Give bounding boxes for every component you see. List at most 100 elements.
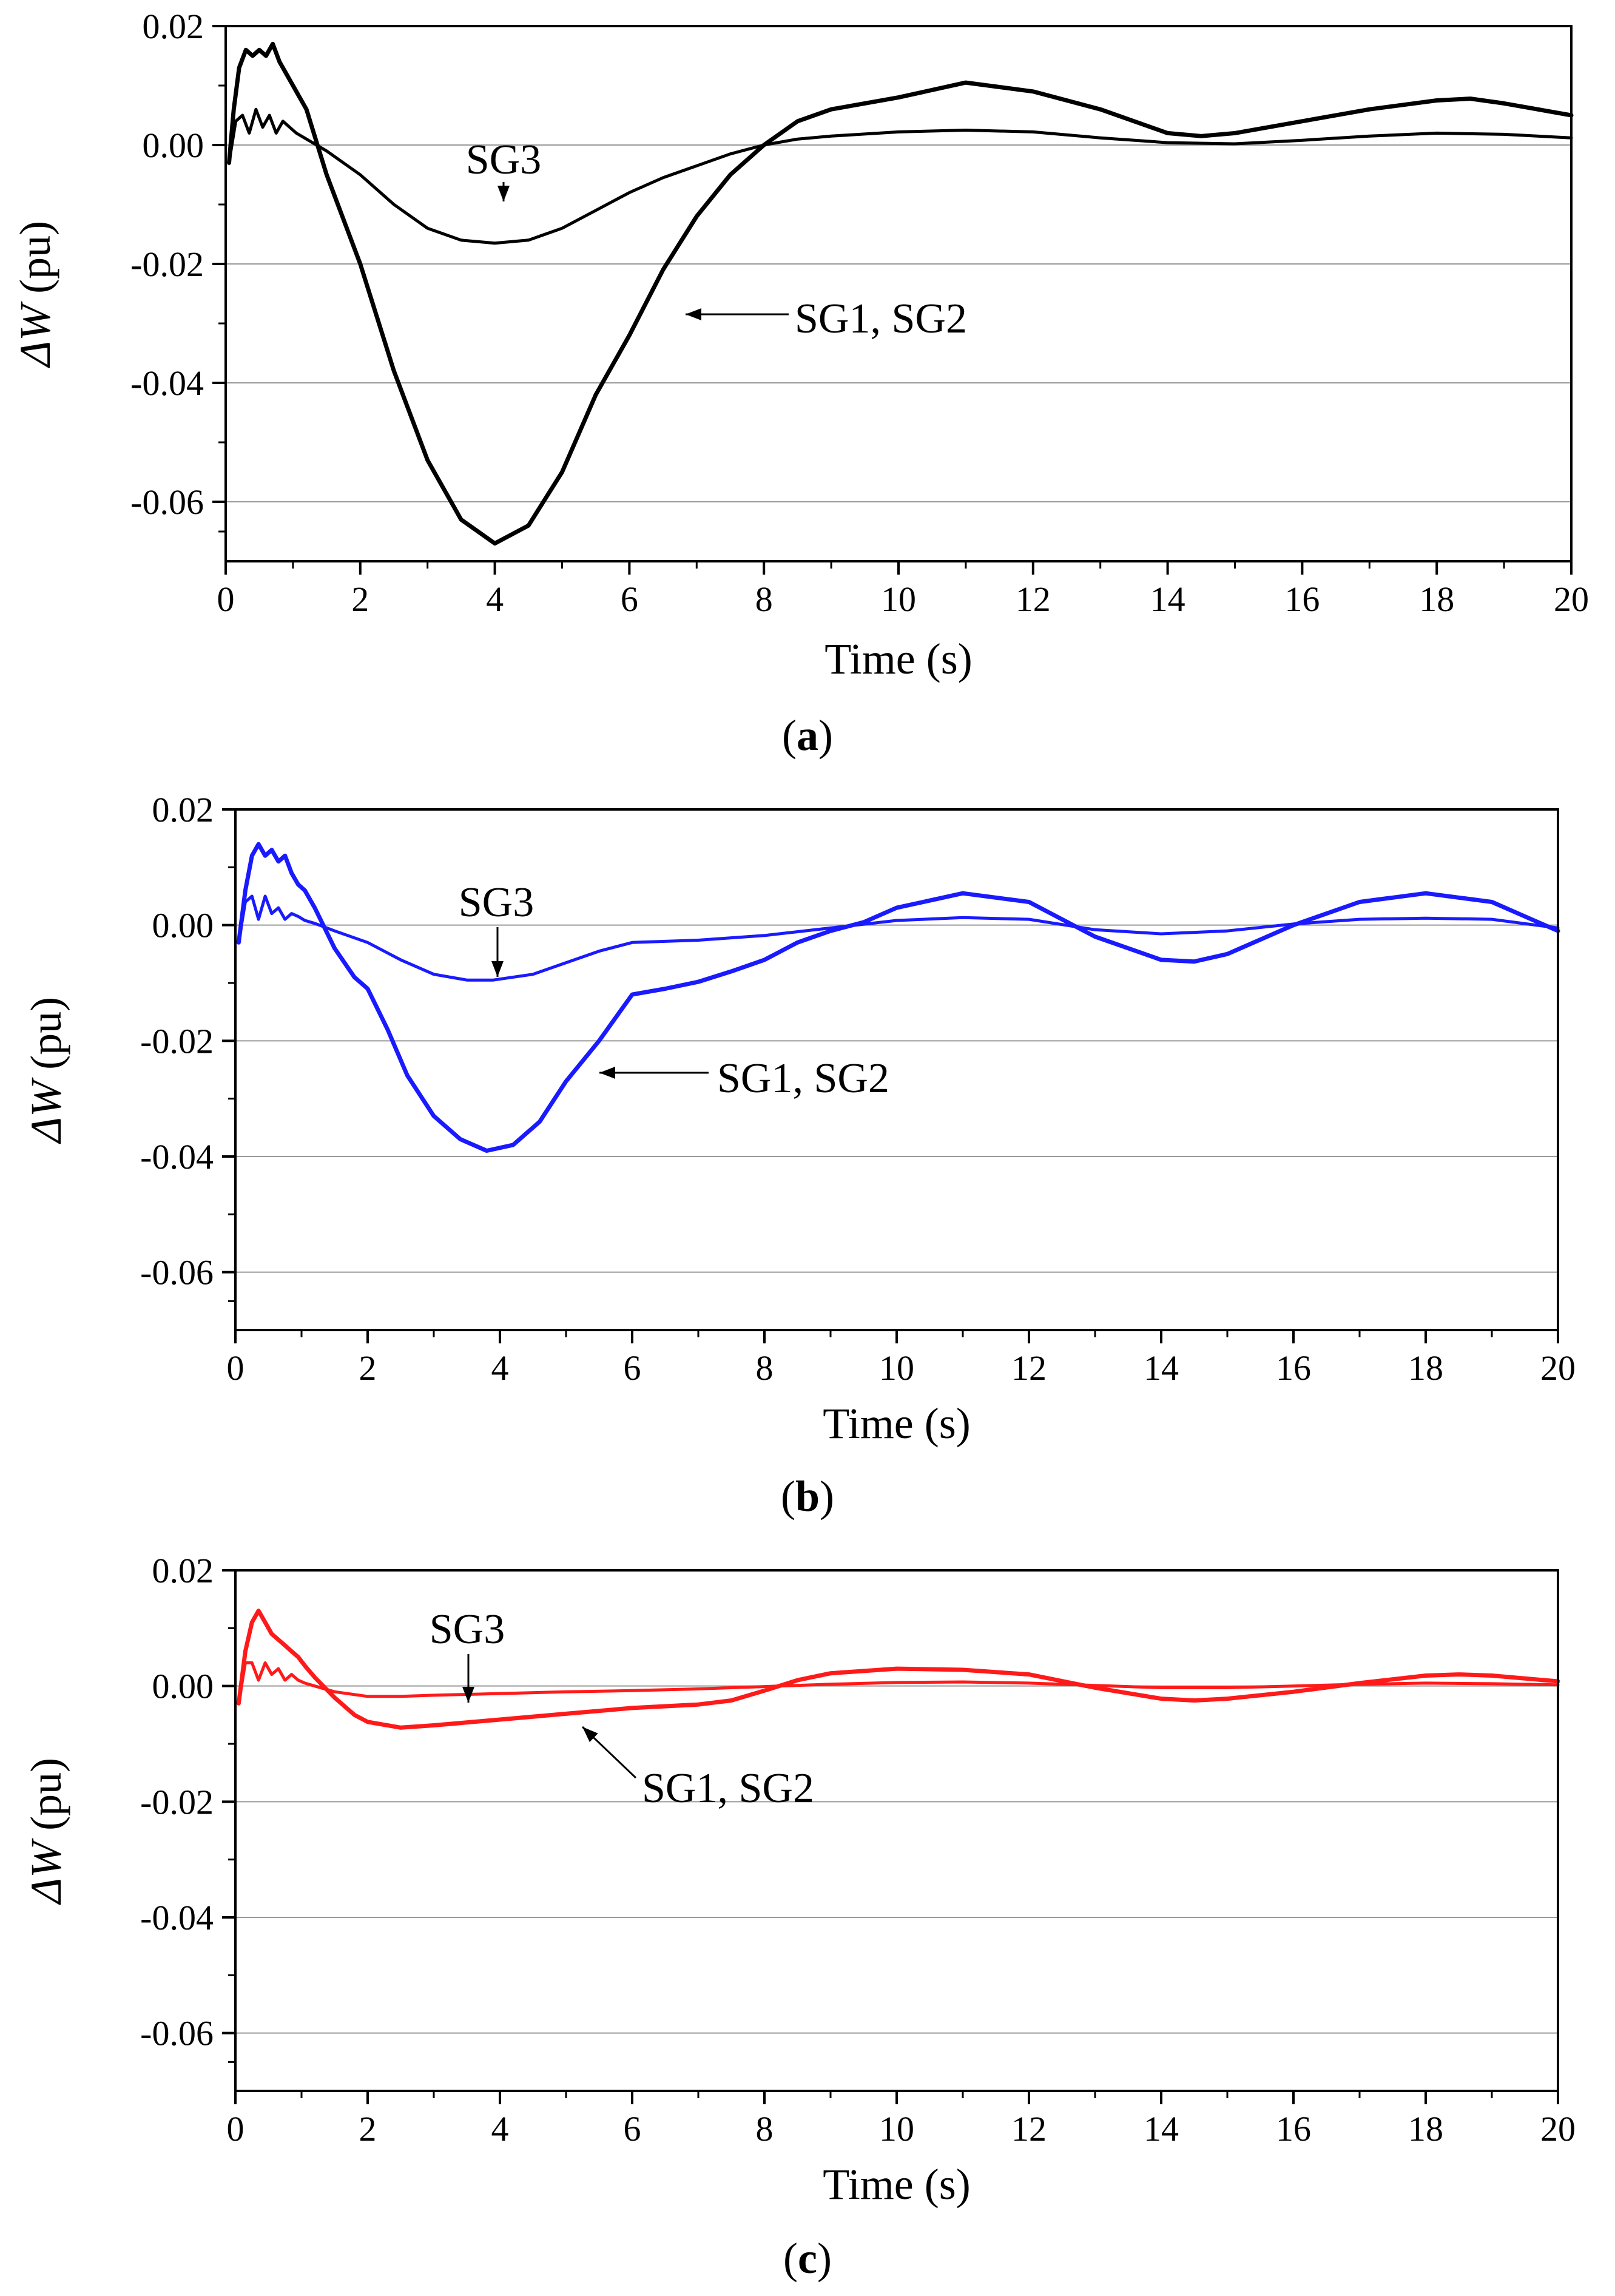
panel-a-x-tick-label: 16 [1284,579,1320,619]
panel-c: 0 2 4 6 8 10 12 14 16 18 20 0.02 0.00 -0.02 -0.04 -0.0… [22,1551,1576,2283]
panel-a-x-tick-label: 14 [1150,579,1185,619]
panel-c-x-axis-title: Time (s) [823,2160,970,2209]
panel-a-annotations: SG3 SG1, SG2 [466,137,967,342]
panel-c-annotation-sg3: SG3 [430,1606,505,1653]
panel-a-series-sg1-sg2 [227,41,1574,546]
panel-c-y-axis-symbol: ΔW [22,1838,70,1905]
panel-a-y-axis-unit: (pu) [11,221,59,305]
panel-b-annotations: SG3 SG1, SG2 [459,879,889,1102]
panel-c-x-tick-label: 20 [1540,2109,1576,2149]
panel-b-annotation-sg3: SG3 [459,879,534,926]
panel-a-x-tick-label: 4 [486,579,504,619]
panel-a-x-tick-label: 8 [755,579,773,619]
panel-c-x-tick-label: 0 [227,2109,244,2149]
panel-a-annotation-sg1-sg2: SG1, SG2 [795,295,967,342]
panel-a-x-tick-label: 2 [351,579,369,619]
panel-c-x-tick-label: 14 [1144,2109,1179,2149]
panel-a-y-tick-label: -0.02 [130,245,204,284]
panel-b-y-axis-unit: (pu) [22,997,70,1081]
panel-b-y-tick-labels: 0.02 0.00 -0.02 -0.04 -0.06 [140,790,214,1292]
panel-c-x-tick-label: 16 [1276,2109,1311,2149]
panel-a-plot-frame [224,25,1573,562]
panel-a-y-axis-symbol: ΔW [11,301,59,368]
panel-c-x-tick-label: 8 [756,2109,774,2149]
panel-a-x-tick-labels: 0 2 4 6 8 10 12 14 16 18 20 [217,579,1590,619]
panel-c-annotation-sg1-sg2: SG1, SG2 [642,1765,814,1812]
panel-c-y-tick-label: 0.02 [152,1551,214,1590]
panel-c-series-sg1-sg2 [236,1609,1560,1730]
panel-b-caption-letter: b [795,1472,820,1521]
panel-b-series [236,842,1560,1153]
panel-a-x-tick-label: 10 [881,579,916,619]
panel-c-x-tick-label: 6 [624,2109,641,2149]
panel-a-x-tick-label: 20 [1554,579,1589,619]
panel-c-caption: (c) [783,2234,832,2283]
panel-c-x-tick-label: 12 [1011,2109,1047,2149]
panel-c-series-sg3 [237,1661,1560,1705]
panel-b-x-tick-labels: 0 2 4 6 8 10 12 14 16 18 20 [227,1348,1576,1388]
panel-b-annotation-sg1-sg2: SG1, SG2 [717,1055,889,1102]
panel-a-x-tick-label: 18 [1419,579,1454,619]
panel-b-y-tick-label: 0.02 [152,790,214,829]
panel-b-y-tick-label: -0.04 [140,1137,214,1177]
panel-a-x-tick-label: 0 [217,579,235,619]
panel-a-y-tick-label: 0.02 [143,7,204,46]
panel-a-y-tick-label: -0.04 [130,363,204,403]
panel-b-y-tick-label: 0.00 [152,906,214,945]
panel-c-x-tick-label: 2 [359,2109,377,2149]
panel-b-y-tick-label: -0.06 [140,1253,214,1292]
panel-b-y-tick-label: -0.02 [140,1021,214,1061]
panel-b-x-tick-label: 20 [1540,1348,1576,1388]
panel-a-annotation-arrowhead [686,308,701,320]
panel-a-y-axis-title: ΔW (pu) [11,221,59,368]
panel-b-gridlines [235,924,1558,1273]
panel-b-caption: (b) [781,1472,834,1521]
panel-b: 0 2 4 6 8 10 12 14 16 18 20 0.02 0.00 -0.02 -0.04 -0.0… [22,790,1576,1521]
panel-a-x-tick-label: 6 [621,579,638,619]
panel-b-series-sg3 [237,894,1560,982]
panel-c-y-axis-title: ΔW (pu) [22,1758,70,1905]
panel-b-y-axis-title: ΔW (pu) [22,997,70,1144]
panel-c-gridlines [235,1685,1558,2034]
panel-c-x-tick-label: 4 [491,2109,509,2149]
panel-b-x-tick-label: 16 [1276,1348,1311,1388]
panel-c-y-tick-label: -0.02 [140,1782,214,1822]
panel-b-series-sg1-sg2 [236,842,1560,1153]
panel-b-plot-frame [234,808,1559,1331]
panel-b-x-tick-label: 2 [359,1348,377,1388]
panel-a-x-axis-title: Time (s) [824,635,972,683]
panel-a-series-sg3 [228,107,1573,245]
panel-a-caption-letter: a [797,711,818,760]
panel-b-x-tick-label: 4 [491,1348,509,1388]
panel-b-x-tick-label: 12 [1011,1348,1047,1388]
panel-a-y-tick-label: 0.00 [143,126,204,165]
panel-a: 0 2 4 6 8 10 12 14 16 18 20 0.02 0.00 -0.02 -0.04 -0.0… [11,7,1589,760]
panel-c-x-tick-label: 18 [1408,2109,1443,2149]
panel-b-x-tick-label: 0 [227,1348,244,1388]
panel-c-caption-letter: c [798,2234,817,2283]
panel-c-series [236,1609,1560,1730]
panel-b-annotation-arrowhead [599,1067,615,1079]
panel-c-annotations: SG3 SG1, SG2 [430,1606,814,1812]
panel-c-x-tick-label: 10 [879,2109,914,2149]
panel-b-x-tick-label: 10 [879,1348,914,1388]
panel-b-x-tick-label: 8 [756,1348,774,1388]
panel-c-y-axis-unit: (pu) [22,1758,70,1842]
panel-a-annotation-arrowhead [497,186,510,201]
panel-b-x-tick-label: 6 [624,1348,641,1388]
panel-c-annotation-arrowhead [582,1727,598,1743]
panel-b-y-axis-symbol: ΔW [22,1077,70,1144]
panel-c-y-tick-label: -0.04 [140,1898,214,1937]
panel-c-y-tick-labels: 0.02 0.00 -0.02 -0.04 -0.06 [140,1551,214,2053]
panel-c-ticks [222,1569,1559,2104]
panel-a-y-tick-label: -0.06 [130,482,204,522]
panel-b-ticks [222,808,1559,1343]
panel-a-annotation-sg3: SG3 [466,137,541,183]
panel-a-y-tick-labels: 0.02 0.00 -0.02 -0.04 -0.06 [130,7,204,522]
panel-c-y-tick-label: 0.00 [152,1667,214,1706]
panel-c-y-tick-label: -0.06 [140,2014,214,2053]
panel-a-series [227,41,1574,546]
panel-b-annotation-arrowhead [491,961,504,977]
panel-c-x-tick-labels: 0 2 4 6 8 10 12 14 16 18 20 [227,2109,1576,2149]
